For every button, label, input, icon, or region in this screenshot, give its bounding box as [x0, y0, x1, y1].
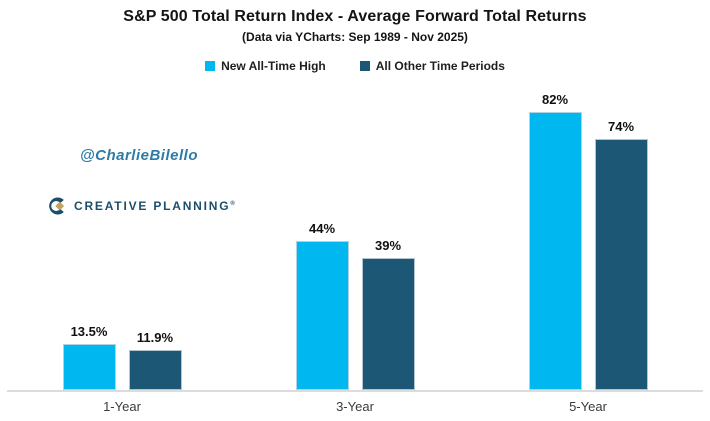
bar-3-year-new-ath	[295, 241, 349, 390]
bar-value-label: 11.9%	[136, 330, 174, 345]
bar-value-label: 13.5%	[70, 324, 108, 339]
x-axis-label-1-year: 1-Year	[103, 399, 141, 414]
legend-label: All Other Time Periods	[375, 59, 505, 73]
watermark-handle: @CharlieBilello	[80, 147, 198, 164]
legend: New All-Time High All Other Time Periods	[0, 57, 710, 75]
bar-1-year-new-ath	[62, 344, 116, 390]
legend-item-all-other: All Other Time Periods	[359, 59, 505, 73]
legend-item-new-ath: New All-Time High	[205, 59, 326, 73]
creative-planning-logo: CREATIVE PLANNING®	[45, 195, 235, 217]
plot-area: 13.5% 11.9% 44% 39% 82% 74%	[62, 92, 648, 390]
legend-swatch-all-other-icon	[359, 61, 370, 71]
bar-value-label: 82%	[541, 92, 569, 107]
legend-label: New All-Time High	[221, 59, 326, 73]
bar-1-year-all-other	[128, 350, 182, 390]
legend-swatch-new-ath-icon	[205, 61, 216, 71]
bar-5-year-new-ath	[528, 112, 582, 390]
creative-planning-c-icon	[49, 197, 65, 215]
brand-name: CREATIVE PLANNING®	[74, 199, 235, 213]
chart-title: S&P 500 Total Return Index - Average For…	[123, 8, 587, 25]
registered-mark: ®	[230, 201, 235, 207]
chart-subtitle: (Data via YCharts: Sep 1989 - Nov 2025)	[242, 30, 468, 44]
bar-3-year-all-other	[361, 258, 415, 390]
bar-5-year-all-other	[594, 139, 648, 390]
x-axis-label-3-year: 3-Year	[336, 399, 374, 414]
bar-value-label: 74%	[607, 119, 635, 134]
x-axis-label-5-year: 5-Year	[569, 399, 607, 414]
bar-value-label: 44%	[308, 221, 336, 236]
bar-value-label: 39%	[374, 238, 402, 253]
x-axis-line	[7, 390, 703, 392]
